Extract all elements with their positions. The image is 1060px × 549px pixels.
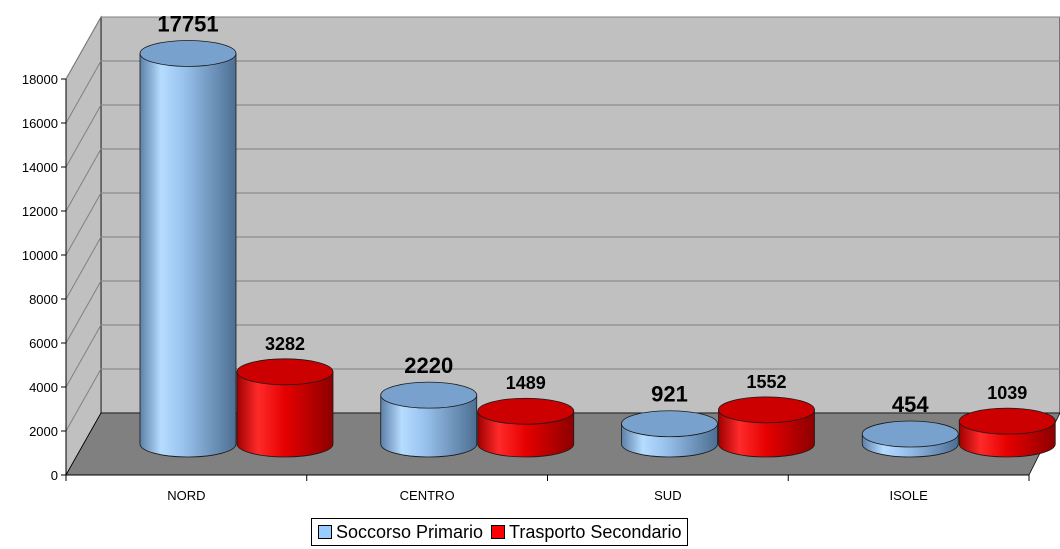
bar-soccorso-primario [139,40,237,458]
bar-body [139,53,237,458]
bar-body [236,371,334,458]
x-tick-label: ISOLE [889,488,928,503]
data-label: 1552 [746,372,786,392]
x-tick-label: CENTRO [400,488,455,503]
bar-soccorso-primario [380,381,478,458]
gridline [65,148,1060,212]
gridline [65,280,1060,344]
y-tick-label: 14000 [22,160,58,175]
gridline [65,60,1060,124]
data-label: 3282 [265,334,305,354]
bar-top [958,407,1056,435]
legend: Soccorso Primario Trasporto Secondario [311,518,689,546]
bar-body [718,409,815,458]
y-tick-label: 18000 [22,72,58,87]
gridlines [65,16,1060,432]
bar-top [477,397,575,425]
y-tick-label: 16000 [22,116,58,131]
bar-trasporto-secondario [718,396,815,458]
y-tick-label: 0 [51,468,58,483]
data-label: 17751 [157,11,218,36]
y-tick-label: 10000 [22,248,58,263]
data-labels: 17751 3282 2220 1489 921 1552 454 1039 [157,11,1027,417]
bar-top [621,410,718,438]
bar-top [236,358,334,386]
y-tick-label: 4000 [29,380,58,395]
bar-trasporto-secondario [958,407,1056,458]
bar-soccorso-primario [621,410,718,458]
bar-top [380,381,478,409]
data-label: 1489 [506,373,546,393]
y-tick-label: 6000 [29,336,58,351]
y-tick-label: 2000 [29,424,58,439]
data-label: 454 [892,392,929,417]
data-label: 921 [651,382,688,407]
legend-label-soccorso-primario: Soccorso Primario [336,521,484,542]
gridline [65,236,1060,300]
bar-top [139,40,237,67]
y-tick-label: 8000 [29,292,58,307]
gridline [65,368,1060,432]
data-label: 2220 [404,353,453,378]
bar-trasporto-secondario [477,397,575,458]
gridline [65,192,1060,256]
legend-item-trasporto-secondario: Trasporto Secondario [491,522,681,543]
bar-top [861,420,959,448]
legend-label-trasporto-secondario: Trasporto Secondario [509,521,682,542]
bar-top [718,396,815,424]
legend-swatch-trasporto-secondario [491,525,506,539]
data-label: 1039 [987,383,1027,403]
bars [139,40,1056,458]
legend-item-soccorso-primario: Soccorso Primario [318,522,483,543]
back-wall [100,16,1060,414]
legend-swatch-soccorso-primario [318,525,332,539]
bar-soccorso-primario [861,420,959,458]
x-tick-label: NORD [167,488,205,503]
gridline [65,16,1060,80]
x-tick-label: SUD [654,488,681,503]
gridline [65,324,1060,388]
bar-body [380,394,478,458]
gridline [65,104,1060,168]
y-tick-label: 12000 [22,204,58,219]
axes: 0 2000 4000 6000 8000 10000 12000 14000 16000 180… [22,72,1030,503]
bar-trasporto-secondario [236,358,334,458]
